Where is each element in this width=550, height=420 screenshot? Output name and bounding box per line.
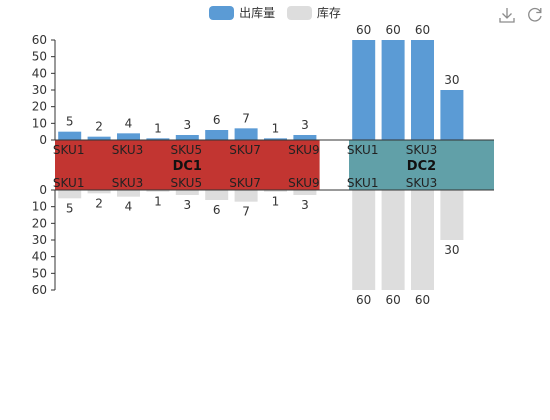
upper-x-tick-label: SKU9: [288, 143, 320, 157]
outbound-value-label: 6: [213, 113, 221, 127]
outbound-value-label: 5: [66, 115, 74, 129]
lower-x-tick-label: SKU7: [229, 176, 261, 190]
lower-y-tick-label: 60: [32, 283, 47, 297]
outbound-value-label: 1: [272, 121, 280, 135]
inventory-bar: [411, 190, 434, 290]
inventory-bar: [87, 190, 111, 194]
inventory-bar: [293, 190, 317, 195]
legend-item-inventory[interactable]: 库存: [286, 4, 341, 21]
lower-y-tick-label: 40: [32, 250, 47, 264]
outbound-value-label: 30: [444, 73, 459, 87]
group-band-dc2: [349, 140, 494, 190]
lower-y-tick-label: 30: [32, 233, 47, 247]
upper-x-tick-label: SKU1: [347, 143, 379, 157]
outbound-value-label: 60: [356, 23, 371, 37]
legend-swatch-inventory: [286, 5, 312, 20]
legend-swatch-outbound: [209, 5, 235, 20]
group-label-dc2: DC2: [407, 159, 436, 174]
upper-y-tick-label: 20: [32, 100, 47, 114]
lower-y-tick-label: 0: [39, 183, 47, 197]
outbound-bar: [381, 40, 405, 140]
group-band-dc1: [55, 140, 320, 190]
inventory-value-label: 4: [125, 200, 133, 214]
lower-y-tick-label: 10: [32, 200, 47, 214]
upper-y-tick-label: 40: [32, 66, 47, 80]
inventory-bar: [175, 190, 199, 195]
inventory-bar: [440, 190, 464, 240]
outbound-value-label: 60: [385, 23, 400, 37]
inventory-bar: [264, 190, 287, 192]
outbound-bar: [411, 40, 434, 140]
inventory-value-label: 1: [154, 195, 162, 209]
inventory-value-label: 2: [95, 196, 103, 210]
outbound-value-label: 3: [183, 118, 191, 132]
inventory-value-label: 60: [356, 293, 371, 307]
upper-x-tick-label: SKU3: [406, 143, 438, 157]
lower-y-tick-label: 50: [32, 266, 47, 280]
upper-x-tick-label: SKU3: [112, 143, 144, 157]
inventory-value-label: 3: [183, 198, 191, 212]
outbound-bar: [175, 135, 199, 140]
inventory-value-label: 6: [213, 203, 221, 217]
outbound-value-label: 4: [125, 116, 133, 130]
inventory-value-label: 5: [66, 201, 74, 215]
upper-y-tick-label: 60: [32, 33, 47, 47]
upper-x-tick-label: SKU7: [229, 143, 261, 157]
outbound-bar: [205, 130, 229, 140]
legend: 出库量 库存: [0, 4, 550, 23]
upper-y-tick-label: 50: [32, 50, 47, 64]
outbound-value-label: 2: [95, 120, 103, 134]
outbound-bar: [117, 133, 140, 140]
upper-y-tick-label: 10: [32, 116, 47, 130]
inventory-bar: [381, 190, 405, 290]
outbound-value-label: 60: [415, 23, 430, 37]
outbound-bar: [146, 138, 170, 140]
lower-x-tick-label: SKU1: [347, 176, 379, 190]
legend-label-outbound: 出库量: [239, 6, 276, 20]
toolbox: [498, 6, 544, 24]
inventory-value-label: 7: [242, 205, 250, 219]
lower-y-tick-label: 20: [32, 216, 47, 230]
outbound-bar: [440, 90, 464, 140]
upper-y-tick-label: 30: [32, 83, 47, 97]
lower-x-tick-label: SKU3: [406, 176, 438, 190]
inventory-value-label: 3: [301, 198, 309, 212]
legend-label-inventory: 库存: [316, 6, 341, 20]
inventory-value-label: 30: [444, 243, 459, 257]
inventory-bar: [205, 190, 229, 200]
upper-y-tick-label: 0: [39, 133, 47, 147]
inventory-value-label: 60: [415, 293, 430, 307]
lower-x-tick-label: SKU5: [171, 176, 203, 190]
lower-x-tick-label: SKU1: [53, 176, 85, 190]
outbound-bar: [293, 135, 317, 140]
outbound-bar: [352, 40, 376, 140]
outbound-value-label: 7: [242, 111, 250, 125]
legend-item-outbound[interactable]: 出库量: [209, 4, 275, 21]
inventory-value-label: 60: [385, 293, 400, 307]
inventory-bar: [234, 190, 258, 202]
outbound-bar: [58, 131, 82, 140]
outbound-value-label: 1: [154, 121, 162, 135]
outbound-bar: [87, 136, 111, 140]
inventory-bar: [117, 190, 140, 197]
lower-x-tick-label: SKU3: [112, 176, 144, 190]
inventory-bar: [352, 190, 376, 290]
outbound-bar: [234, 128, 258, 140]
inventory-value-label: 1: [272, 195, 280, 209]
outbound-bar: [264, 138, 287, 140]
inventory-bar: [146, 190, 170, 192]
download-icon[interactable]: [498, 6, 516, 24]
refresh-icon[interactable]: [526, 6, 544, 24]
lower-x-tick-label: SKU9: [288, 176, 320, 190]
inventory-bar: [58, 190, 82, 199]
upper-x-tick-label: SKU1: [53, 143, 85, 157]
upper-x-tick-label: SKU5: [171, 143, 203, 157]
outbound-value-label: 3: [301, 118, 309, 132]
group-label-dc1: DC1: [173, 159, 202, 174]
